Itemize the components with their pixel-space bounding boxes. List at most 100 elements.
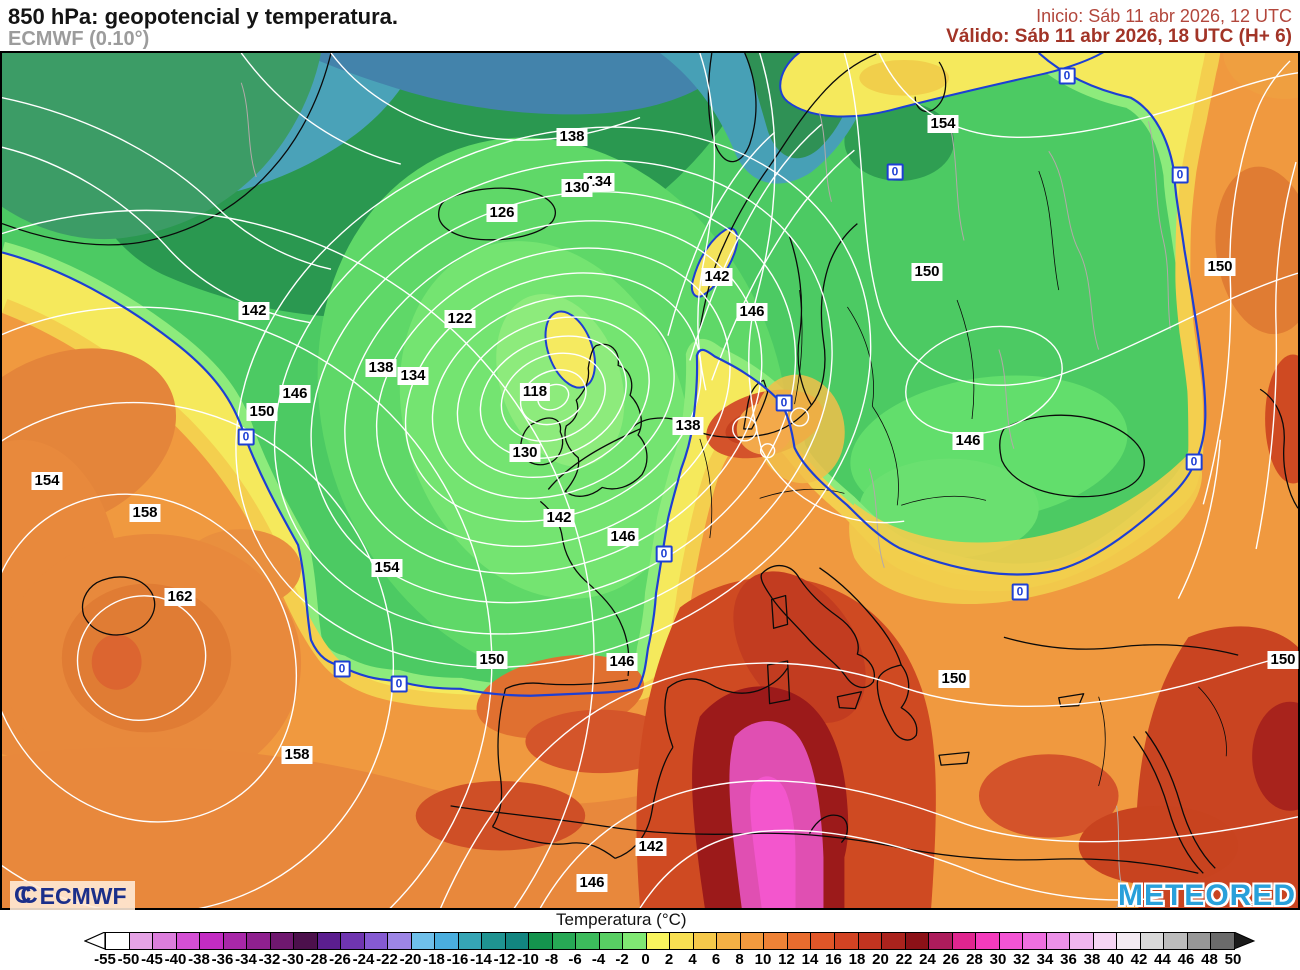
ecmwf-icon: CC	[14, 882, 37, 909]
legend-tick: 34	[1036, 951, 1054, 968]
legend-segment	[387, 933, 411, 949]
legend-tick: 14	[801, 951, 819, 968]
contour-label: 146	[607, 528, 639, 547]
legend-segment	[457, 933, 482, 949]
zero-isotherm-marker: 0	[775, 394, 793, 412]
legend-segment	[481, 933, 505, 949]
legend-tick: 20	[872, 951, 889, 968]
geopotential-contours	[2, 53, 1298, 908]
legend-segment	[763, 933, 787, 949]
legend-tick: 4	[688, 951, 697, 968]
contour-label: 146	[576, 874, 608, 893]
legend-tick: 28	[966, 951, 983, 968]
legend-tick: 0	[641, 951, 650, 968]
legend-tick: 26	[942, 951, 960, 968]
contour-label: 142	[635, 838, 667, 857]
legend-segment	[528, 933, 552, 949]
contour-label: 142	[238, 302, 270, 321]
legend-segment	[928, 933, 952, 949]
contour-label: 150	[476, 650, 508, 669]
legend-tick: -28	[305, 951, 328, 968]
legend-tick: 48	[1201, 951, 1218, 968]
legend-tick: -26	[329, 951, 351, 968]
legend-segment	[1210, 933, 1234, 949]
ecmwf-logo: CC ECMWF	[10, 881, 135, 911]
legend-tick: 44	[1154, 951, 1171, 968]
legend-segment	[128, 933, 153, 949]
legend-segment	[504, 933, 529, 949]
contour-label: 154	[371, 559, 403, 578]
legend-segment	[881, 933, 905, 949]
legend-left-arrow-icon	[84, 932, 106, 950]
legend-segment	[975, 933, 999, 949]
contour-label: 154	[927, 114, 959, 133]
contour-label: 138	[365, 358, 397, 377]
legend-tick: -55	[94, 951, 116, 968]
legend-tick: -45	[141, 951, 163, 968]
contour-label: 158	[129, 504, 161, 523]
legend-tick: -40	[164, 951, 187, 968]
legend-tick: 30	[989, 951, 1007, 968]
legend-tick: 2	[664, 951, 674, 968]
contour-label: 150	[938, 669, 970, 688]
contour-label: 134	[397, 366, 429, 385]
legend-segment	[175, 933, 200, 949]
contour-label: 138	[556, 127, 588, 146]
legend-segment	[622, 933, 646, 949]
legend-tick: 16	[825, 951, 842, 968]
legend-segment	[222, 933, 247, 949]
zero-isotherm-marker: 0	[237, 428, 255, 446]
legend-right-arrow-icon	[1234, 932, 1256, 950]
legend-segment	[106, 933, 129, 949]
legend-tick: -32	[258, 951, 281, 968]
contour-label: 142	[543, 509, 575, 528]
legend-tick: -20	[399, 951, 422, 968]
legend-tick: -14	[470, 951, 492, 968]
legend-segment	[575, 933, 599, 949]
page-title: 850 hPa: geopotencial y temperatura.	[8, 4, 399, 29]
legend-tick: 12	[778, 951, 795, 968]
legend-tick: -18	[423, 951, 445, 968]
legend-tick: 10	[754, 951, 772, 968]
legend-segment	[810, 933, 834, 949]
contour-label: 146	[279, 384, 311, 403]
temperature-legend: Temperatura (°C) -55 -50 -45 -40 -38 -36 -34 -3…	[0, 910, 1300, 970]
legend-segment	[598, 933, 623, 949]
legend-segment	[833, 933, 858, 949]
legend-segment	[739, 933, 764, 949]
legend-segment	[692, 933, 717, 949]
legend-tick: -22	[376, 951, 398, 968]
contour-label: 146	[952, 431, 984, 450]
legend-tick: 24	[919, 951, 936, 968]
hot-regions	[2, 53, 1298, 908]
legend-segment	[246, 933, 270, 949]
contour-label: 150	[1267, 650, 1299, 669]
legend-tick: -6	[568, 951, 582, 968]
legend-tick: 18	[848, 951, 866, 968]
contour-label: 118	[519, 382, 551, 401]
legend-tick: 38	[1083, 951, 1101, 968]
legend-tick: 36	[1060, 951, 1077, 968]
contour-label: 130	[561, 178, 593, 197]
map-label-layer: 138 134 130 126 122 118 138 134 130 142 146 142 146 1…	[2, 53, 1299, 908]
zero-isotherm-marker: 0	[1185, 453, 1203, 471]
legend-segment	[1186, 933, 1211, 949]
legend-tick: -4	[591, 951, 606, 968]
legend-segment	[316, 933, 341, 949]
legend-colorbar	[105, 932, 1235, 950]
legend-tick: 40	[1107, 951, 1124, 968]
legend-title: Temperatura (°C)	[556, 910, 687, 929]
contour-label: 154	[31, 471, 63, 490]
legend-segment	[269, 933, 294, 949]
zero-isotherm-marker: 0	[1171, 166, 1189, 184]
legend-segment	[998, 933, 1023, 949]
legend-segment	[410, 933, 435, 949]
model-subtitle: ECMWF (0.10°)	[8, 28, 150, 50]
legend-tick: 6	[711, 951, 721, 968]
legend-tick: -8	[544, 951, 559, 968]
valid-time-label: Válido: Sáb 11 abr 2026, 18 UTC (H+ 6)	[946, 26, 1292, 47]
legend-segment	[1092, 933, 1117, 949]
legend-tick: 42	[1130, 951, 1148, 968]
contour-label: 146	[736, 303, 768, 322]
